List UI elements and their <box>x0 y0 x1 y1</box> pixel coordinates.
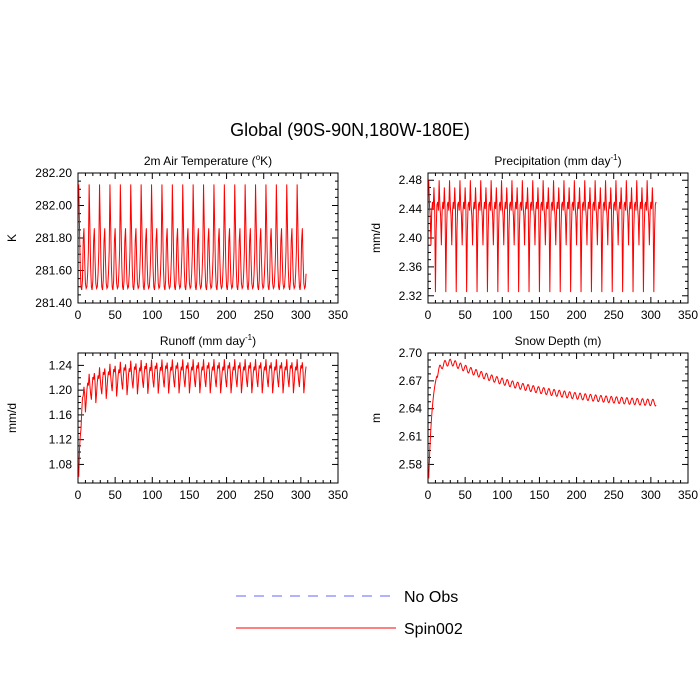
x-tick-label: 100 <box>142 488 162 502</box>
y-tick-label: 282.20 <box>35 166 72 180</box>
series-line-spin002 <box>78 359 307 477</box>
y-tick-label: 2.36 <box>399 260 423 274</box>
x-tick-label: 300 <box>291 308 311 322</box>
x-tick-label: 250 <box>604 308 624 322</box>
y-tick-label: 1.12 <box>49 433 73 447</box>
y-tick-label: 1.20 <box>49 383 73 397</box>
x-tick-label: 150 <box>529 488 549 502</box>
x-tick-label: 200 <box>567 308 587 322</box>
panel-title-main: 2m Air Temperature ( <box>144 154 256 168</box>
x-tick-label: 100 <box>492 308 512 322</box>
panel-title: Snow Depth (m) <box>515 334 602 348</box>
x-tick-label: 300 <box>641 488 661 502</box>
legend: No Obs Spin002 <box>236 589 463 638</box>
panel-title-sup: -1 <box>245 333 253 342</box>
legend-label-model: Spin002 <box>404 621 463 638</box>
x-tick-label: 50 <box>458 488 472 502</box>
y-tick-label: 1.24 <box>49 358 73 372</box>
x-tick-label: 0 <box>75 488 82 502</box>
y-axis-label: m <box>369 413 383 423</box>
panel-title-sup: o <box>256 153 261 162</box>
y-tick-label: 1.08 <box>49 457 73 471</box>
panel-title: Runoff (mm day-1) <box>160 333 256 348</box>
x-tick-label: 150 <box>529 308 549 322</box>
panel-precip: Precipitation (mm day-1) mm/d 0 50 100 150 200… <box>369 153 698 322</box>
panel-title-end: K) <box>260 154 272 168</box>
x-tick-label: 350 <box>678 308 698 322</box>
y-tick-label: 2.67 <box>399 374 423 388</box>
y-tick-label: 2.61 <box>399 430 423 444</box>
y-tick-label: 2.64 <box>399 402 423 416</box>
y-tick-label: 281.40 <box>35 296 72 310</box>
y-axis-label: mm/d <box>5 403 19 433</box>
y-axis-label: mm/d <box>369 223 383 253</box>
x-tick-label: 350 <box>678 488 698 502</box>
x-tick-label: 200 <box>217 308 237 322</box>
panel-snow: Snow Depth (m) m 0 50 100 150 200 250 300 350 2.58… <box>369 334 698 502</box>
x-tick-label: 350 <box>328 308 348 322</box>
panel-title-main: Snow Depth (m) <box>515 334 602 348</box>
plot-frame <box>77 352 339 484</box>
x-tick-label: 150 <box>179 308 199 322</box>
series-line-spin002 <box>428 358 657 479</box>
y-tick-label: 2.40 <box>399 231 423 245</box>
x-tick-label: 200 <box>567 488 587 502</box>
x-tick-label: 50 <box>108 308 122 322</box>
x-tick-label: 250 <box>254 488 274 502</box>
panel-temp: 2m Air Temperature (oK) K 0 50 100 150 200 250 3… <box>5 153 348 322</box>
x-tick-label: 0 <box>75 308 82 322</box>
x-tick-label: 350 <box>328 488 348 502</box>
x-tick-label: 100 <box>142 308 162 322</box>
legend-label-obs: No Obs <box>404 589 458 606</box>
series-line-spin002 <box>78 184 307 291</box>
x-tick-label: 100 <box>492 488 512 502</box>
y-tick-label: 1.16 <box>49 408 73 422</box>
panel-title: Precipitation (mm day-1) <box>494 153 621 168</box>
series-line-spin002 <box>428 180 657 293</box>
y-tick-label: 281.60 <box>35 264 72 278</box>
x-tick-label: 300 <box>291 488 311 502</box>
y-axis-label: K <box>5 234 19 242</box>
panel-title-main: Runoff (mm day <box>160 334 245 348</box>
x-tick-label: 50 <box>458 308 472 322</box>
x-tick-label: 250 <box>604 488 624 502</box>
panel-runoff: Runoff (mm day-1) mm/d 0 50 100 150 200 250 300 3… <box>5 333 348 502</box>
y-tick-label: 2.70 <box>399 346 423 360</box>
x-tick-label: 150 <box>179 488 199 502</box>
plot-frame <box>427 352 689 484</box>
y-tick-label: 2.58 <box>399 457 423 471</box>
figure-title: Global (90S-90N,180W-180E) <box>230 120 470 140</box>
x-tick-label: 0 <box>425 308 432 322</box>
y-tick-label: 2.32 <box>399 289 423 303</box>
x-tick-label: 250 <box>254 308 274 322</box>
panel-title-main: Precipitation (mm day <box>494 154 610 168</box>
x-tick-label: 200 <box>217 488 237 502</box>
panel-title-end: ) <box>252 334 256 348</box>
panel-title-sup: -1 <box>610 153 618 162</box>
panel-title-end: ) <box>618 154 622 168</box>
panels: 2m Air Temperature (oK) K 0 50 100 150 200 250 3… <box>5 153 698 502</box>
y-tick-label: 282.00 <box>35 199 72 213</box>
y-tick-label: 281.80 <box>35 231 72 245</box>
x-tick-label: 300 <box>641 308 661 322</box>
y-tick-label: 2.44 <box>399 202 423 216</box>
x-tick-label: 50 <box>108 488 122 502</box>
y-tick-label: 2.48 <box>399 173 423 187</box>
x-tick-label: 0 <box>425 488 432 502</box>
panel-title: 2m Air Temperature (oK) <box>144 153 272 168</box>
